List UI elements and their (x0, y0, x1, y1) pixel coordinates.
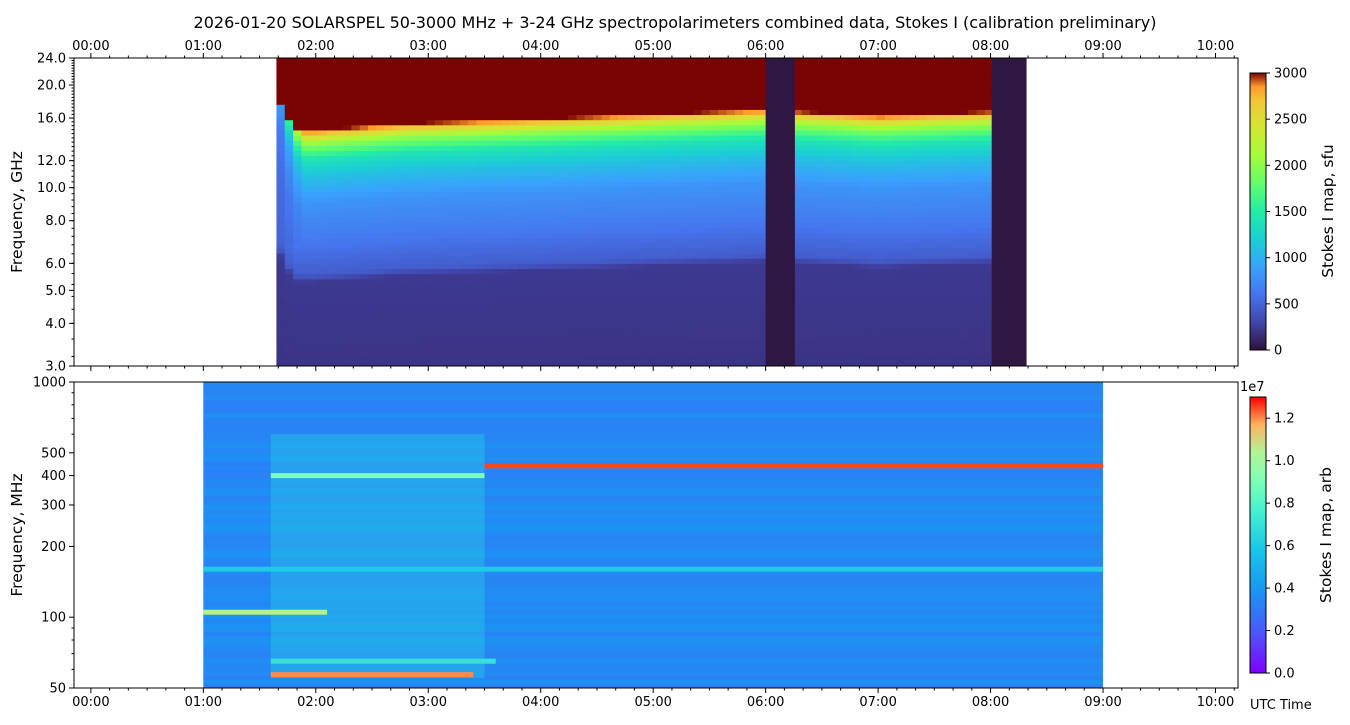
bottom-x-bottom-tick-label-5: 05:00 (634, 695, 671, 710)
bright-band-1 (270, 672, 474, 678)
top-colorbar-gradient (1249, 72, 1267, 351)
bottom-x-bottom-tick-label-1: 01:00 (185, 695, 222, 710)
bottom-x-bottom-tick-label-6: 06:00 (747, 695, 784, 710)
top-colorbar: 0 500 1000 1500 2000 2500 3000 Stokes I map, s… (1249, 67, 1337, 359)
colorbar-tick-label-3: 1500 (1274, 205, 1307, 220)
colorbar-tick-label-3: 0.6 (1274, 539, 1295, 554)
top-y-tick-label-0: 3.0 (45, 360, 66, 375)
bottom-y-tick-label-0: 50 (49, 682, 66, 697)
bottom-heatmap-panel: 00:00 01:00 02:00 03:00 04:00 05:00 06:00 07:00… (8, 376, 1312, 714)
top-y-tick-label-3: 6.0 (45, 257, 66, 272)
colorbar-tick-label-1: 500 (1274, 297, 1299, 312)
top-y-tick-label-4: 8.0 (45, 214, 66, 229)
top-colorbar-label: Stokes I map, sfu (1319, 144, 1337, 278)
top-x-top-tick-label-1: 01:00 (185, 39, 222, 54)
bottom-x-bottom-tick-label-3: 03:00 (410, 695, 447, 710)
top-x-top-tick-label-9: 09:00 (1084, 39, 1121, 54)
top-heatmap-panel: 00:00 01:00 02:00 03:00 04:00 05:00 06:00 07:00… (8, 39, 1239, 375)
top-y-tick-label-6: 12.0 (37, 154, 66, 169)
colorbar-tick-label-2: 1000 (1274, 251, 1307, 266)
top-x-top-tick-label-4: 04:00 (522, 39, 559, 54)
top-data-gap-1 (765, 58, 795, 366)
top-ylabel: Frequency, GHz (8, 151, 26, 273)
top-y-tick-label-5: 10.0 (37, 181, 66, 196)
bottom-y-tick-label-4: 400 (41, 469, 66, 484)
bottom-x-bottom-tick-label-0: 00:00 (72, 695, 109, 710)
colorbar-tick-label-1: 0.2 (1274, 624, 1295, 639)
colorbar-tick-label-4: 0.8 (1274, 497, 1295, 512)
bottom-y-tick-label-6: 1000 (33, 376, 66, 391)
bottom-y-tick-label-1: 100 (41, 611, 66, 626)
bottom-x-bottom-tick-label-10: 10:00 (1197, 695, 1234, 710)
bottom-x-bottom-tick-label-7: 07:00 (859, 695, 896, 710)
colorbar-tick-label-0: 0.0 (1274, 667, 1295, 682)
top-x-top-tick-label-3: 03:00 (410, 39, 447, 54)
colorbar-tick-label-2: 0.4 (1274, 582, 1295, 597)
bottom-colorbar-label: Stokes I map, arb (1317, 467, 1335, 603)
colorbar-tick-label-5: 2500 (1274, 113, 1307, 128)
top-x-top-tick-label-0: 00:00 (72, 39, 109, 54)
bottom-colorbar: 0.0 0.2 0.4 0.6 0.8 1.0 1.2 1e7 Stokes I map, … (1240, 380, 1335, 682)
bottom-colorbar-gradient (1249, 396, 1267, 674)
bottom-y-tick-label-2: 200 (41, 540, 66, 555)
bottom-ylabel: Frequency, MHz (8, 473, 26, 596)
bottom-y-tick-label-3: 300 (41, 498, 66, 513)
top-y-tick-label-2: 5.0 (45, 284, 66, 299)
colorbar-tick-label-4: 2000 (1274, 159, 1307, 174)
top-y-tick-label-1: 4.0 (45, 317, 66, 332)
colorbar-tick-label-6: 3000 (1274, 67, 1307, 82)
colorbar-tick-label-6: 1.2 (1274, 412, 1295, 427)
top-x-top-tick-label-5: 05:00 (634, 39, 671, 54)
bottom-x-bottom-tick-label-4: 04:00 (522, 695, 559, 710)
bottom-y-tick-label-5: 500 (41, 446, 66, 461)
top-x-top-tick-label-8: 08:00 (972, 39, 1009, 54)
top-x-top-tick-label-6: 06:00 (747, 39, 784, 54)
bright-band-2 (270, 658, 496, 664)
colorbar-tick-label-0: 0 (1274, 344, 1282, 359)
figure-title: 2026-01-20 SOLARSPEL 50-3000 MHz + 3-24 … (194, 13, 1157, 32)
bottom-x-bottom-tick-label-8: 08:00 (972, 695, 1009, 710)
bright-band-3 (203, 609, 328, 615)
top-y-tick-label-9: 24.0 (37, 52, 66, 67)
bottom-x-bottom-tick-label-9: 09:00 (1084, 695, 1121, 710)
top-x-top-tick-label-2: 02:00 (297, 39, 334, 54)
top-y-tick-label-7: 16.0 (37, 112, 66, 127)
top-x-top-tick-label-10: 10:00 (1197, 39, 1234, 54)
bottom-x-bottom-tick-label-2: 02:00 (297, 695, 334, 710)
bright-band-6 (203, 566, 1104, 572)
top-data-gap-2 (991, 58, 1027, 366)
bottom-xlabel: UTC Time (1250, 698, 1312, 713)
top-x-top-tick-label-7: 07:00 (859, 39, 896, 54)
bottom-colorbar-multiplier: 1e7 (1240, 380, 1265, 395)
top-plot-frame (73, 57, 1239, 367)
top-y-tick-label-8: 20.0 (37, 79, 66, 94)
colorbar-tick-label-5: 1.0 (1274, 454, 1295, 469)
bright-band-5 (484, 463, 1104, 469)
early-emission-region (270, 434, 485, 679)
bottom-plot-frame (73, 381, 1239, 689)
bright-band-4 (270, 473, 485, 479)
